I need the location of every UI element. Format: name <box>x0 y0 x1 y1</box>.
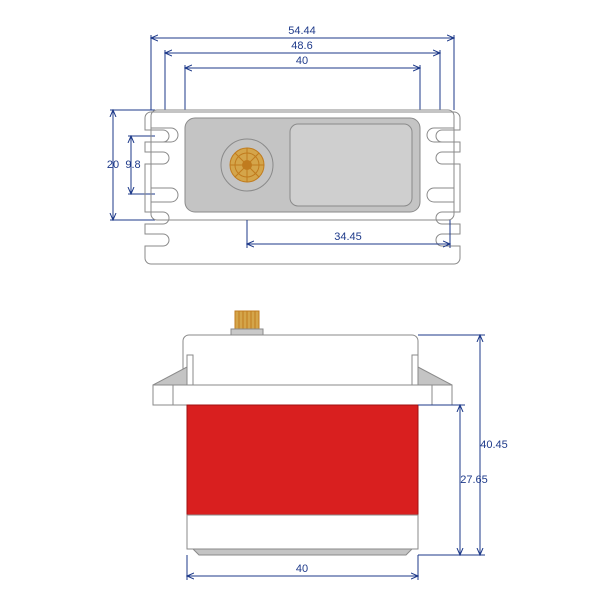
side-flange <box>153 385 452 405</box>
dim-base-width: 40 <box>296 563 308 575</box>
dim-overall-width: 54.44 <box>288 25 316 37</box>
dim-body-to-flange: 27.65 <box>460 474 488 486</box>
side-top-cap <box>183 335 418 385</box>
dim-body-width: 40 <box>296 55 308 67</box>
dim-flange-hole-cc: 48.6 <box>291 40 312 52</box>
side-view: 40.45 27.65 40 <box>153 311 508 580</box>
dim-hole-spacing: 9.8 <box>125 159 140 171</box>
dim-flange-height: 20 <box>107 159 119 171</box>
dim-overall-height: 40.45 <box>480 439 508 451</box>
side-bottom-cap <box>187 515 418 549</box>
top-left-slots <box>151 128 178 202</box>
servo-drawing: 54.44 48.6 40 20 9.8 <box>0 0 600 600</box>
side-red-body <box>187 405 418 515</box>
top-cap <box>290 124 412 206</box>
top-right-slots <box>427 128 454 202</box>
dim-shaft-offset: 34.45 <box>334 231 362 243</box>
top-view: 54.44 48.6 40 20 9.8 <box>107 25 460 264</box>
side-gear <box>231 311 263 335</box>
